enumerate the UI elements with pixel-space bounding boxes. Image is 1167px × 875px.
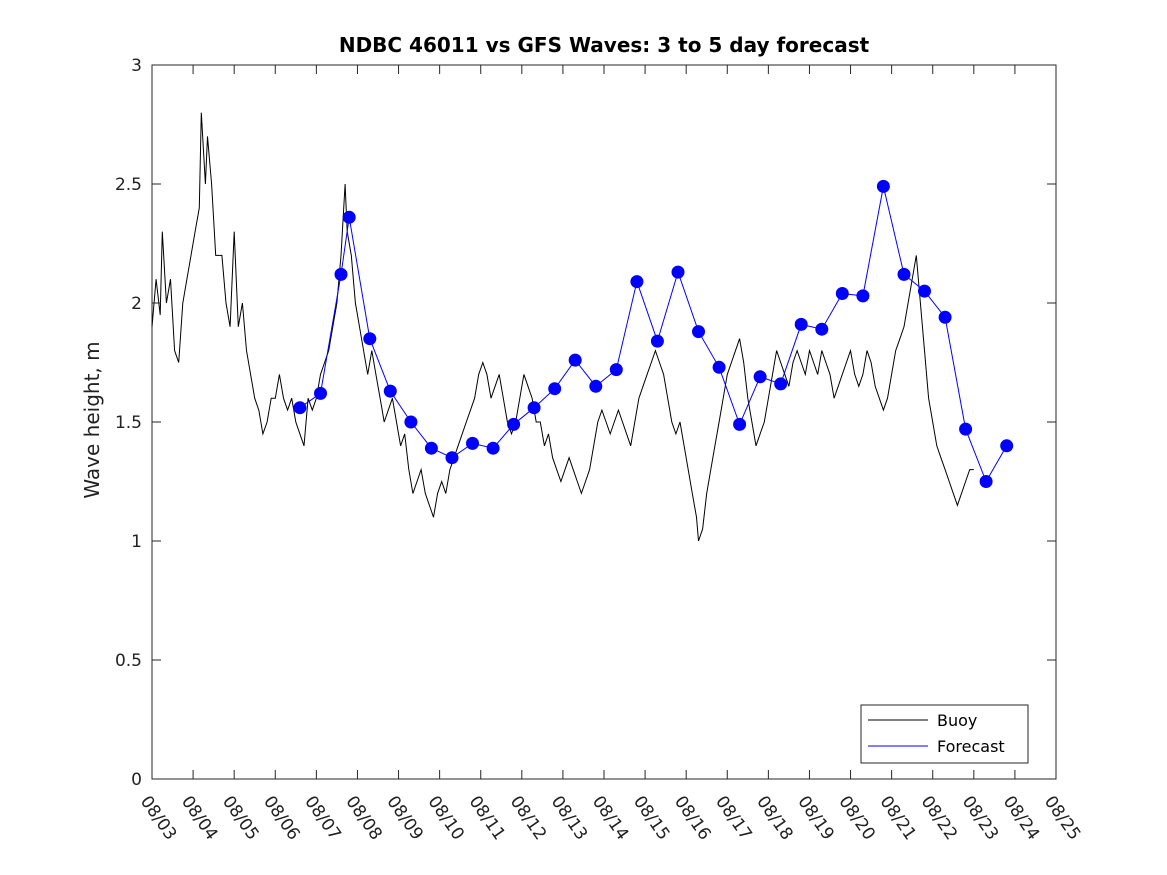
forecast-point	[753, 370, 767, 384]
y-axis-ticks: 0 0.5 1 1.5 2 2.5 3	[115, 56, 1056, 790]
legend-forecast-label: Forecast	[937, 737, 1005, 756]
forecast-point	[815, 322, 829, 336]
x-tick-label: 08/06	[259, 792, 303, 844]
forecast-point	[507, 417, 521, 431]
forecast-point	[548, 382, 562, 396]
forecast-point	[938, 310, 952, 324]
forecast-point	[897, 267, 911, 281]
x-tick-label: 08/10	[424, 792, 468, 844]
forecast-point	[342, 210, 356, 224]
y-tick-label: 2.5	[115, 175, 142, 195]
legend-buoy-label: Buoy	[937, 711, 977, 730]
x-tick-label: 08/03	[136, 792, 180, 844]
x-tick-label: 08/14	[588, 792, 632, 844]
legend-box	[860, 704, 1029, 764]
forecast-point	[568, 353, 582, 367]
forecast-point	[383, 384, 397, 398]
y-tick-label: 1	[131, 532, 142, 552]
x-tick-label: 08/15	[629, 792, 673, 844]
x-tick-label: 08/12	[506, 792, 550, 844]
x-tick-label: 08/25	[1040, 792, 1084, 844]
y-tick-label: 0.5	[115, 651, 142, 671]
x-tick-label: 08/17	[711, 792, 755, 844]
buoy-series-line	[151, 112, 974, 542]
x-tick-label: 08/05	[218, 792, 262, 844]
forecast-point	[404, 415, 418, 429]
plot-area	[151, 64, 1057, 780]
forecast-point	[589, 379, 603, 393]
forecast-point	[1000, 439, 1014, 453]
y-tick-label: 1.5	[115, 413, 142, 433]
x-tick-label: 08/24	[999, 792, 1043, 844]
forecast-point	[979, 475, 993, 488]
x-tick-label: 08/08	[341, 792, 385, 844]
forecast-point	[876, 179, 890, 193]
legend: Buoy Forecast	[860, 704, 1029, 764]
forecast-point	[445, 451, 459, 465]
x-tick-label: 08/22	[917, 792, 961, 844]
forecast-point	[692, 325, 705, 339]
forecast-point	[733, 417, 747, 431]
forecast-point	[856, 289, 870, 303]
x-tick-label: 08/11	[465, 792, 509, 844]
forecast-point	[774, 377, 788, 391]
y-tick-label: 3	[131, 56, 142, 76]
x-tick-label: 08/07	[300, 792, 344, 844]
x-tick-label: 08/04	[177, 792, 221, 844]
forecast-point	[314, 386, 327, 400]
y-axis-label: Wave height, m	[80, 341, 104, 498]
x-tick-label: 08/23	[958, 792, 1002, 844]
forecast-point	[959, 422, 973, 436]
forecast-point	[363, 332, 377, 346]
plot-layer	[151, 112, 1014, 542]
forecast-point	[918, 284, 931, 298]
forecast-point	[334, 267, 348, 281]
chart-title: NDBC 46011 vs GFS Waves: 3 to 5 day fore…	[339, 33, 870, 57]
forecast-point	[671, 265, 685, 279]
y-tick-label: 0	[131, 770, 142, 790]
forecast-point	[466, 436, 479, 450]
forecast-point	[794, 317, 808, 331]
x-tick-label: 08/21	[876, 792, 920, 844]
forecast-point	[609, 363, 623, 377]
y-tick-label: 2	[131, 294, 142, 314]
forecast-point	[650, 334, 664, 348]
forecast-point	[486, 441, 500, 455]
x-tick-label: 08/16	[670, 792, 714, 844]
forecast-point	[712, 360, 726, 374]
forecast-point	[835, 287, 849, 300]
x-tick-label: 08/19	[793, 792, 837, 844]
forecast-point	[293, 401, 307, 415]
x-tick-label: 08/18	[752, 792, 796, 844]
forecast-point	[630, 275, 644, 289]
forecast-point	[424, 441, 438, 455]
forecast-point	[527, 401, 541, 415]
x-tick-label: 08/09	[382, 792, 426, 844]
x-tick-label: 08/13	[547, 792, 591, 844]
x-tick-label: 08/20	[834, 792, 878, 844]
